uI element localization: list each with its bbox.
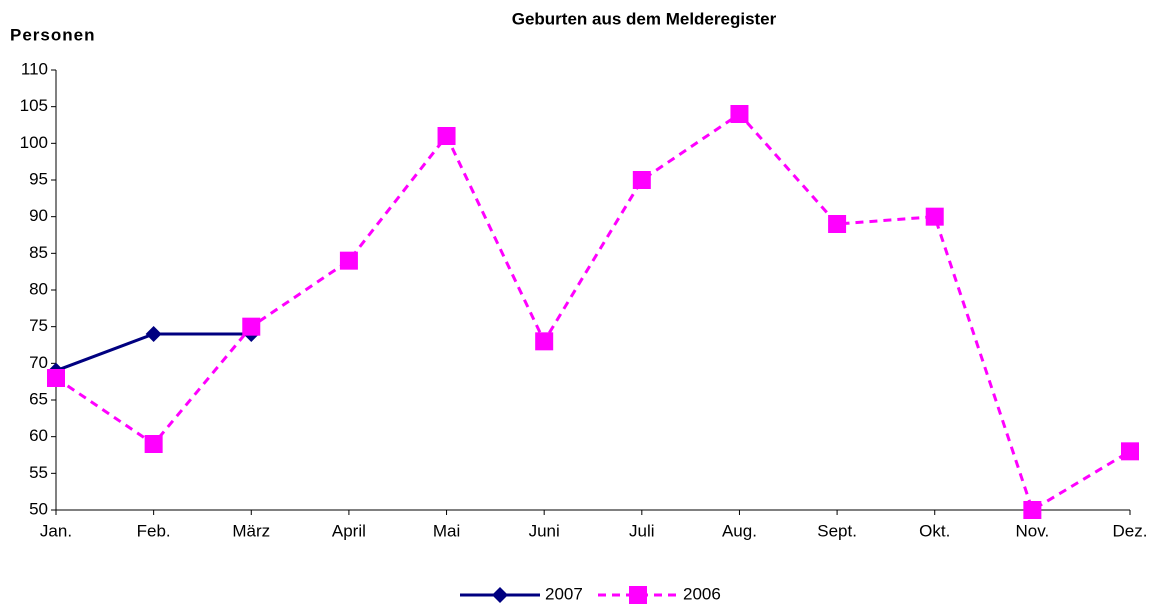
series-line xyxy=(55,112,1131,513)
y-tick-label: 70 xyxy=(29,353,48,372)
data-point xyxy=(1023,501,1042,519)
y-tick-label: 90 xyxy=(29,206,48,225)
chart-title: Geburten aus dem Melderegister xyxy=(512,9,777,28)
x-tick-label: Juli xyxy=(629,521,655,540)
x-tick-label: Mai xyxy=(433,521,460,540)
legend-label: 2007 xyxy=(545,584,583,603)
y-tick-label: 60 xyxy=(29,426,48,445)
x-tick-label: März xyxy=(232,521,270,540)
x-tick-label: Jan. xyxy=(40,521,72,540)
data-point xyxy=(145,326,162,342)
y-tick-label: 95 xyxy=(29,169,48,188)
data-point xyxy=(828,215,847,233)
data-point xyxy=(144,435,163,453)
x-tick-label: Sept. xyxy=(817,521,857,540)
data-point xyxy=(1121,442,1139,461)
x-tick-label: Feb. xyxy=(137,521,171,540)
legend-marker xyxy=(629,586,647,604)
data-point xyxy=(632,171,651,189)
y-tick-label: 50 xyxy=(29,499,48,518)
data-point xyxy=(535,332,554,351)
y-tick-label: 75 xyxy=(29,316,48,335)
y-tick-label: 80 xyxy=(29,279,48,298)
data-point xyxy=(47,369,65,387)
x-tick-label: Juni xyxy=(529,521,560,540)
y-tick-label: 110 xyxy=(21,59,48,78)
legend-marker xyxy=(492,587,508,603)
y-axis-label: Personen xyxy=(10,25,95,44)
y-tick-label: 100 xyxy=(20,133,48,152)
x-tick-label: Okt. xyxy=(919,521,950,540)
y-tick-label: 55 xyxy=(29,463,48,482)
x-tick-label: Aug. xyxy=(722,521,757,540)
data-point xyxy=(925,207,944,226)
x-tick-label: Nov. xyxy=(1016,521,1050,540)
y-tick-label: 65 xyxy=(29,389,48,408)
x-tick-label: April xyxy=(332,521,366,540)
y-tick-label: 85 xyxy=(29,243,48,262)
data-point xyxy=(437,127,456,145)
x-tick-label: Dez. xyxy=(1113,521,1148,540)
legend-label: 2006 xyxy=(683,584,721,603)
data-point xyxy=(730,105,749,123)
data-point xyxy=(339,251,358,270)
y-tick-label: 105 xyxy=(20,96,48,115)
data-point xyxy=(242,317,261,336)
